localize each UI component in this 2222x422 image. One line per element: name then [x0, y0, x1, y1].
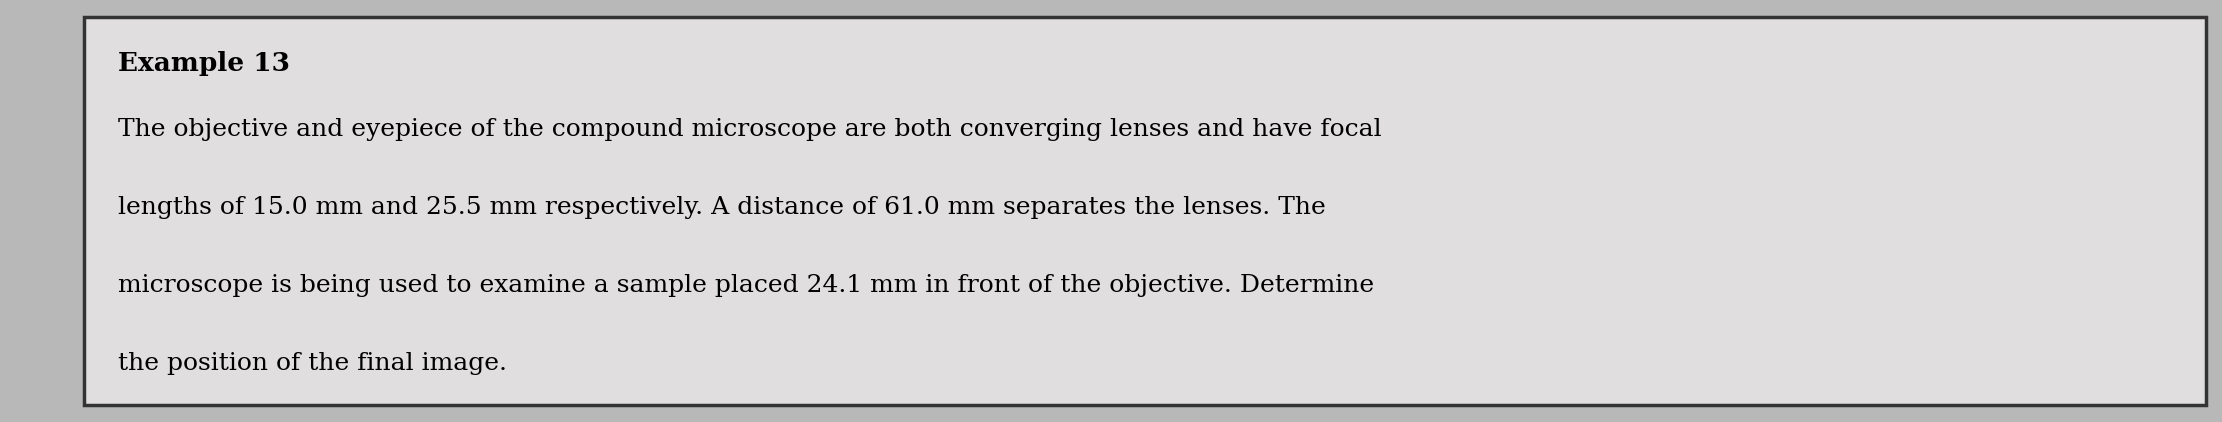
Text: lengths of 15.0 mm and 25.5 mm respectively. A distance of 61.0 mm separates the: lengths of 15.0 mm and 25.5 mm respectiv…: [118, 196, 1327, 219]
Text: the position of the final image.: the position of the final image.: [118, 352, 507, 376]
FancyBboxPatch shape: [84, 17, 2206, 405]
Text: The objective and eyepiece of the compound microscope are both converging lenses: The objective and eyepiece of the compou…: [118, 118, 1382, 141]
Text: Example 13: Example 13: [118, 51, 289, 76]
Text: microscope is being used to examine a sample placed 24.1 mm in front of the obje: microscope is being used to examine a sa…: [118, 274, 1373, 298]
